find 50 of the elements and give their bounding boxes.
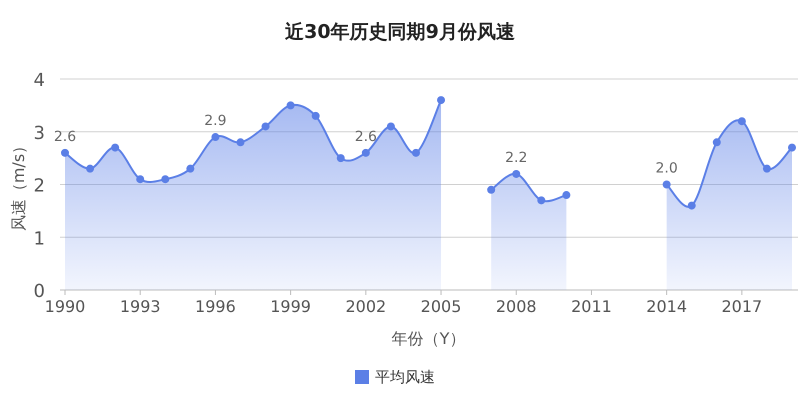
y-tick-label: 0 <box>34 281 45 302</box>
x-tick-label: 1993 <box>120 297 161 316</box>
y-tick-label: 1 <box>34 228 45 250</box>
point <box>688 202 696 210</box>
point <box>161 175 170 184</box>
x-tick-label: 1990 <box>44 297 86 316</box>
x-tick-label: 2005 <box>420 297 462 316</box>
data-label: 2.6 <box>54 128 76 145</box>
point <box>712 138 721 146</box>
point <box>286 101 295 110</box>
x-tick-label: 2002 <box>345 297 386 316</box>
x-tick-label: 2008 <box>496 297 537 316</box>
x-tick-label: 2017 <box>722 297 762 316</box>
point <box>111 144 120 152</box>
y-tick-label: 2 <box>34 176 45 196</box>
point <box>487 186 496 194</box>
point <box>262 122 270 130</box>
point <box>312 112 320 120</box>
data-label: 2.2 <box>505 150 528 166</box>
point <box>512 170 520 178</box>
x-tick-label: 1999 <box>270 297 311 316</box>
x-tick-label: 2014 <box>646 297 688 316</box>
legend-label: 平均风速 <box>375 368 435 386</box>
y-tick-label: 3 <box>34 122 45 144</box>
point <box>336 154 345 162</box>
point <box>186 164 194 173</box>
point <box>788 144 796 152</box>
chart-title: 近30年历史同期9月份风速 <box>284 21 515 43</box>
point <box>537 196 546 204</box>
point <box>437 96 446 104</box>
point <box>86 164 94 173</box>
data-label: 2.9 <box>204 113 227 130</box>
point <box>61 148 69 157</box>
x-axis-title: 年份（Y） <box>392 329 466 348</box>
point <box>662 180 671 188</box>
point <box>136 175 144 184</box>
point <box>412 148 420 157</box>
point <box>362 148 370 157</box>
data-label: 2.0 <box>656 160 678 176</box>
point <box>236 138 244 146</box>
y-tick-label: 4 <box>34 70 45 91</box>
point <box>211 133 220 142</box>
point <box>762 164 771 173</box>
x-tick-label: 2011 <box>571 297 612 316</box>
x-tick-label: 1996 <box>195 297 236 316</box>
y-axis-title: 风速（m/s） <box>9 138 28 232</box>
point <box>562 191 570 200</box>
point <box>738 117 746 126</box>
point <box>386 122 395 130</box>
data-label: 2.6 <box>354 128 378 145</box>
